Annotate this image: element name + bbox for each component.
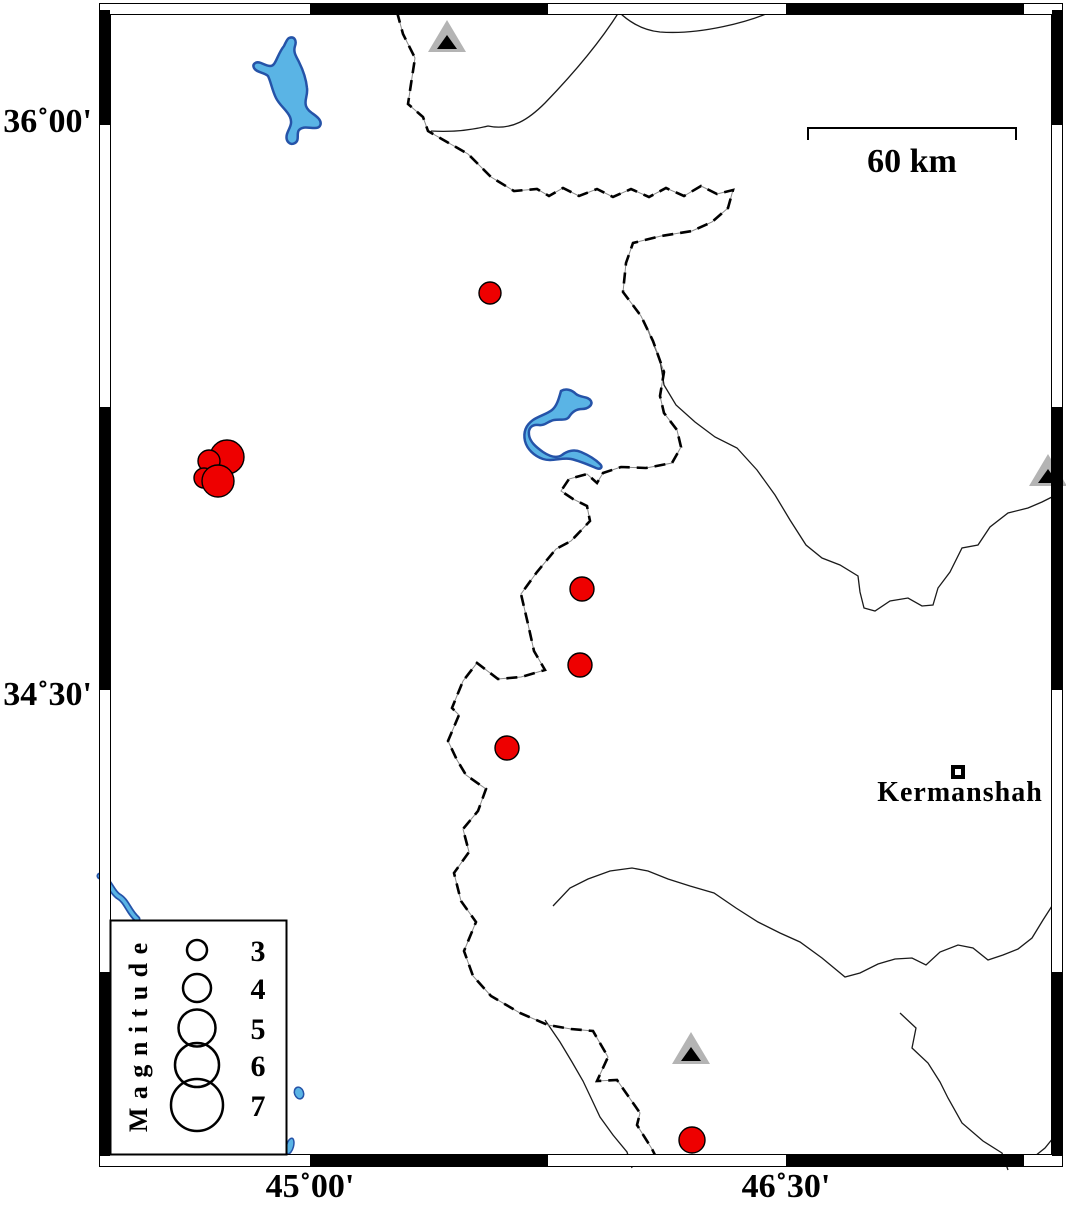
legend-mag-5: 5: [251, 1013, 266, 1046]
frame-inner-rect: [110, 14, 1052, 1155]
legend-magnitude-circle: [181, 972, 213, 1004]
lat-label-34-30: 34˚30': [3, 676, 92, 713]
station-triangle-inner: [437, 35, 457, 49]
frame-tick-segment: [786, 3, 1024, 14]
axis-labels: 36˚00' 34˚30' 45˚00' 46˚30': [3, 103, 830, 1205]
legend-circles: [169, 938, 225, 1133]
lake: [523, 388, 603, 470]
lon-label-45-00: 45˚00': [266, 1168, 355, 1205]
frame-tick-segment: [1052, 407, 1063, 690]
lat-label-36-00: 36˚00': [3, 103, 92, 140]
legend-mag-4: 4: [251, 973, 266, 1006]
province-boundary-line: [899, 1012, 1009, 1171]
map-frame: [99, 3, 1063, 1167]
city-square-center: [955, 769, 961, 775]
earthquake-epicenter: [567, 652, 593, 678]
scale-bar-label: 60 km: [867, 143, 957, 180]
legend-title: M a g n i t u d e: [124, 942, 153, 1132]
province-boundary-line: [544, 1019, 633, 1169]
scale-bar: 60 km: [807, 127, 1017, 180]
frame-tick-segment: [99, 972, 110, 1156]
legend-magnitude-circle: [169, 1077, 225, 1133]
legend-magnitude-circle: [177, 1008, 217, 1048]
border-underlay-line: [396, 11, 734, 1164]
international-border-dashed: [395, 11, 735, 1164]
province-boundary-line: [430, 9, 776, 132]
earthquake-epicenter: [678, 1126, 706, 1154]
frame-tick-segment: [99, 10, 110, 125]
lon-label-46-30: 46˚30': [742, 1168, 831, 1205]
frame-outer-rect: [99, 3, 1063, 1167]
legend-mag-3: 3: [251, 935, 266, 968]
lake: [252, 36, 322, 146]
frame-tick-segment: [310, 1155, 548, 1167]
boundary-lines: [395, 9, 1059, 1171]
frame-band: [99, 3, 1063, 14]
city-label: Kermanshah: [877, 777, 1043, 808]
earthquake-epicenter: [201, 464, 235, 498]
pond: [293, 1086, 305, 1100]
station-markers: [428, 20, 1066, 1064]
legend-magnitude-circle: [185, 938, 209, 962]
province-boundary-line: [552, 867, 1053, 978]
legend-magnitude-circle: [173, 1041, 221, 1089]
earthquake-epicenter: [494, 735, 520, 761]
scale-bar-bracket: [807, 127, 1017, 140]
earthquake-markers: [193, 281, 706, 1154]
frame-tick-segment: [310, 3, 548, 14]
frame-tick-segment: [99, 407, 110, 690]
city-kermanshah: Kermanshah: [877, 765, 1043, 808]
earthquake-epicenter: [478, 281, 502, 305]
frame-tick-segment: [1052, 972, 1063, 1156]
station-triangle-inner: [681, 1047, 701, 1061]
legend-mag-6: 6: [251, 1050, 266, 1083]
province-boundary-line: [647, 329, 1053, 612]
frame-tick-segment: [786, 1155, 1024, 1167]
earthquake-epicenter: [569, 576, 595, 602]
frame-tick-segment: [1052, 10, 1063, 125]
legend-mag-7: 7: [251, 1090, 266, 1123]
magnitude-legend: M a g n i t u d e 3 4 5 6 7: [109, 919, 288, 1156]
